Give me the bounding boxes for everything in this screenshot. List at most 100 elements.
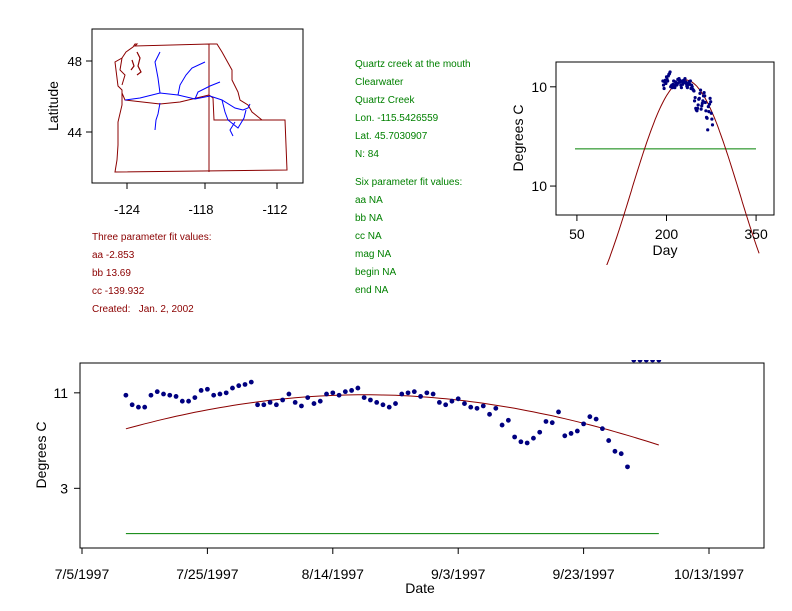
timeseries-point: [248, 379, 254, 385]
state-boundaries: [114, 43, 288, 173]
timeseries-point: [217, 391, 223, 397]
timeseries-point: [273, 402, 279, 408]
timeseries-point: [512, 434, 518, 440]
timeseries-point: [167, 392, 173, 398]
map-y-tick-48: 48: [68, 54, 82, 69]
timeseries-point: [129, 402, 135, 408]
seasonal-chart: 50 200 350 10 10 Day Degrees C: [510, 61, 775, 265]
seasonal-point: [666, 79, 670, 83]
timeseries-point: [361, 395, 367, 401]
seasonal-point: [697, 96, 701, 100]
seasonal-point: [704, 109, 708, 113]
seasonal-point: [672, 83, 676, 87]
seasonal-point: [710, 123, 715, 127]
timeseries-point: [393, 401, 398, 406]
timeseries-point: [537, 429, 543, 435]
seasonal-point: [703, 100, 707, 105]
timeseries-point: [631, 360, 637, 363]
seasonal-point: [664, 81, 668, 86]
timeseries-point: [161, 391, 166, 397]
timeseries-point: [518, 439, 524, 445]
six-param-begin: begin NA: [355, 267, 397, 278]
timeseries-point: [462, 401, 467, 406]
timeseries-point: [612, 448, 618, 454]
timeseries-point: [531, 435, 536, 441]
three-param-bb: bb 13.69: [92, 268, 131, 279]
timeseries-point: [292, 399, 298, 405]
seasonal-point: [695, 106, 700, 110]
timeseries-point: [342, 389, 348, 395]
timeseries-point: [380, 402, 386, 408]
seasonal-y-tick-label: 10: [531, 178, 547, 194]
timeseries-y-tick-label: 11: [53, 385, 68, 401]
timeseries-y-tick-label: 3: [60, 480, 68, 496]
timeseries-point: [499, 422, 505, 428]
site-lat: Lat. 45.7030907: [355, 131, 428, 142]
timeseries-xlabel: Date: [405, 580, 435, 596]
timeseries-point: [587, 414, 593, 420]
seasonal-point: [710, 117, 714, 121]
timeseries-point: [480, 403, 486, 409]
seasonal-point: [673, 86, 677, 90]
timeseries-point: [524, 440, 530, 446]
timeseries-point: [399, 391, 405, 397]
seasonal-point: [699, 107, 703, 111]
timeseries-ylabel: Degrees C: [33, 422, 49, 489]
timeseries-point: [386, 404, 392, 410]
seasonal-point: [701, 99, 705, 103]
timeseries-point: [650, 360, 655, 363]
six-param-bb: bb NA: [355, 213, 383, 224]
timeseries-point: [230, 385, 235, 391]
timeseries-point: [562, 433, 568, 439]
seasonal-point: [707, 102, 712, 106]
timeseries-point: [543, 419, 549, 424]
timeseries-point: [317, 398, 323, 404]
timeseries-point: [355, 385, 361, 391]
timeseries-point: [148, 392, 154, 398]
timeseries-point: [261, 402, 267, 408]
timeseries-point: [487, 411, 492, 417]
seasonal-point: [670, 86, 675, 90]
timeseries-point: [436, 399, 442, 405]
created-date: Created: Jan. 2, 2002: [92, 304, 194, 315]
map-islands: [130, 51, 142, 76]
timeseries-point: [593, 416, 599, 422]
timeseries-point: [179, 398, 185, 404]
seasonal-y-tick-label: 10: [531, 79, 547, 95]
timeseries-point: [618, 451, 624, 457]
six-param-mag: mag NA: [355, 249, 392, 260]
timeseries-point: [556, 409, 561, 415]
timeseries-point: [568, 431, 574, 436]
timeseries-point: [418, 394, 423, 399]
seasonal-point: [709, 100, 713, 104]
timeseries-x-tick-label: 7/25/1997: [176, 566, 238, 582]
timeseries-point: [606, 438, 612, 443]
map-x-tick-112: -112: [262, 202, 287, 217]
timeseries-point: [192, 395, 198, 401]
seasonal-point: [703, 94, 707, 98]
seasonal-point: [661, 83, 666, 87]
timeseries-point: [336, 392, 342, 398]
seasonal-point: [693, 95, 697, 100]
seasonal-point: [705, 116, 709, 120]
six-param-cc: cc NA: [355, 231, 382, 242]
timeseries-point: [625, 464, 630, 470]
timeseries-point: [173, 394, 179, 399]
map-x-tick-124: -124: [114, 202, 140, 217]
map-frame: [91, 28, 304, 184]
timeseries-point: [656, 360, 662, 363]
map-ylabel: Latitude: [45, 81, 61, 131]
site-basin: Clearwater: [355, 77, 404, 88]
timeseries-point: [123, 392, 129, 398]
seasonal-point: [706, 128, 710, 132]
timeseries-point: [468, 404, 474, 410]
site-info-block: Quartz creek at the mouth Clearwater Qua…: [355, 56, 471, 164]
timeseries-point: [474, 405, 480, 411]
seasonal-point: [702, 91, 706, 95]
timeseries-point: [505, 417, 511, 423]
timeseries-point: [443, 402, 449, 408]
seasonal-chart-frame: [555, 61, 775, 216]
rivers: [124, 51, 251, 137]
six-param-end: end NA: [355, 285, 389, 296]
seasonal-point: [688, 79, 692, 83]
